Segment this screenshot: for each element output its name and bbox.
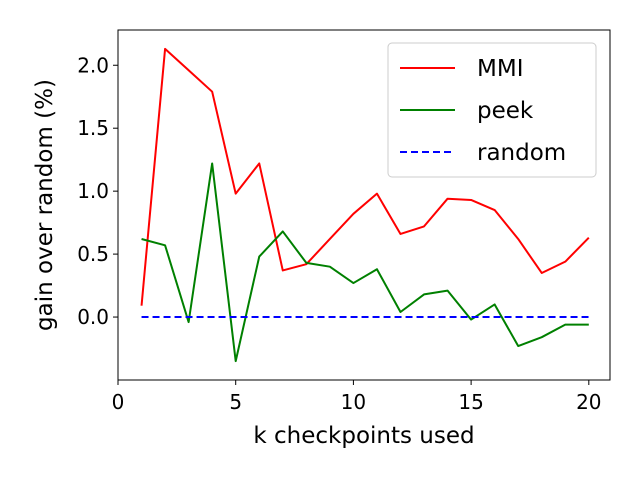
legend-box bbox=[387, 42, 597, 178]
y-axis-label: gain over random (%) bbox=[32, 79, 58, 331]
axes: 0 5 10 15 20 0.0 0.5 1.0 1.5 2.0 k checkpoints use… bbox=[32, 29, 611, 449]
x-tick-label: 0 bbox=[112, 390, 125, 414]
legend-label-random: random bbox=[477, 140, 566, 166]
y-tick-label: 2.0 bbox=[77, 53, 109, 77]
x-tick-label: 5 bbox=[229, 390, 242, 414]
legend-label-peek: peek bbox=[477, 98, 534, 124]
y-tick-label: 1.0 bbox=[77, 179, 109, 203]
plot-frame bbox=[117, 29, 611, 381]
y-tick-label: 1.5 bbox=[77, 116, 109, 140]
y-tick-label: 0.0 bbox=[77, 305, 109, 329]
x-tick-label: 10 bbox=[341, 390, 366, 414]
y-tick-label: 0.5 bbox=[77, 242, 109, 266]
x-tick-label: 20 bbox=[576, 390, 601, 414]
x-axis-label: k checkpoints used bbox=[253, 423, 474, 449]
x-tick-label: 15 bbox=[458, 390, 483, 414]
legend-label-MMI: MMI bbox=[477, 56, 523, 82]
plot-area bbox=[140, 47, 590, 363]
legend: MMI peek random bbox=[387, 42, 597, 178]
series-line-MMI bbox=[140, 47, 590, 306]
series-line-peek bbox=[141, 162, 589, 363]
